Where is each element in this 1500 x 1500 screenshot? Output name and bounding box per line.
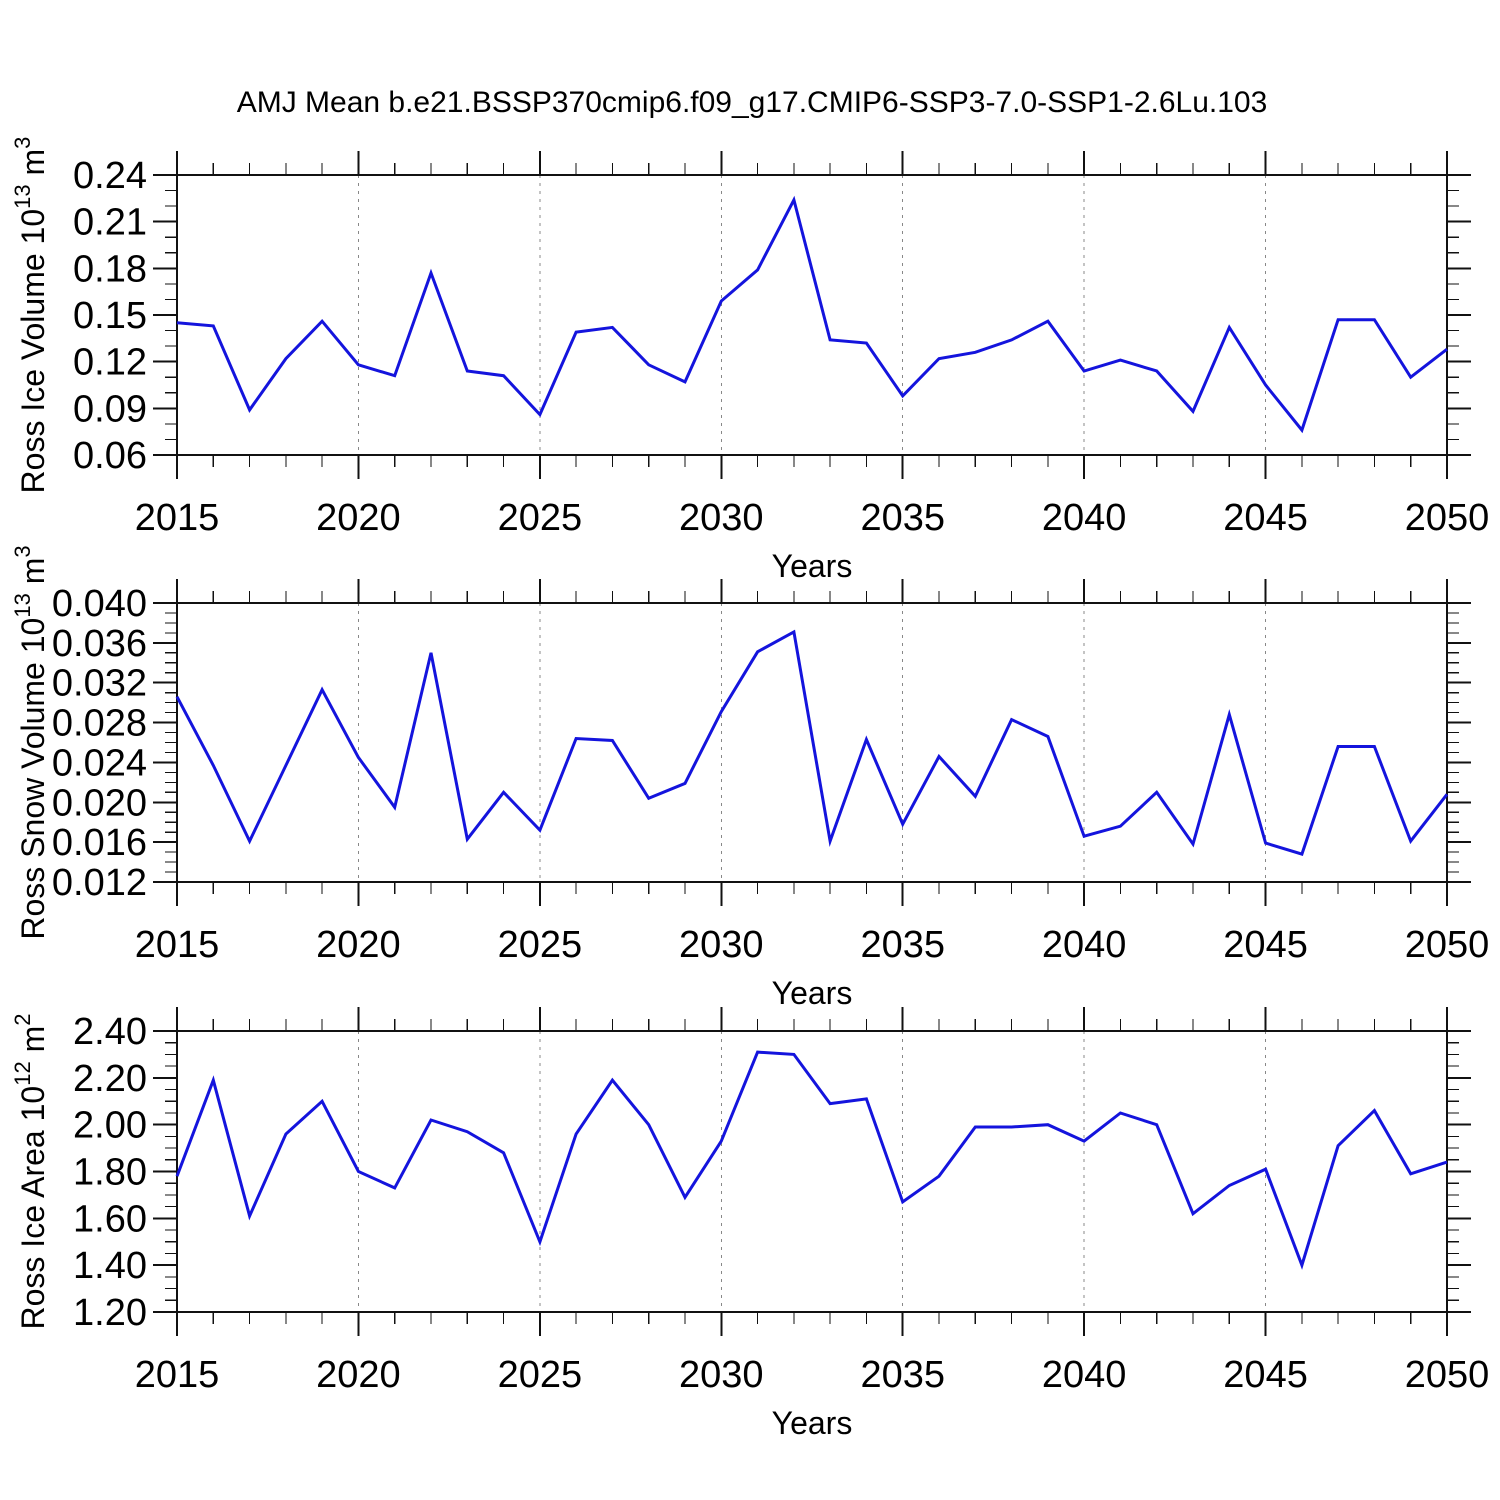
y-tick-label: 0.15 <box>73 295 147 337</box>
plot-frame-ross-snow-volume <box>176 602 1448 883</box>
x-axis-title-ross-ice-area: Years <box>772 1405 853 1441</box>
x-tick-label: 2035 <box>860 1354 945 1396</box>
plot-frame-ross-ice-area <box>176 1030 1448 1313</box>
ross-ice-volume-line <box>176 195 1448 434</box>
y-axis-title-ross-ice-volume: Ross Ice Volume 1013 m3 <box>10 137 51 494</box>
x-tick-label: 2025 <box>498 497 583 539</box>
subplot-ross-ice-area: 2015 2020 2025 2030 2035 2040 2045 2050 1.20 1.40… <box>10 1007 1489 1441</box>
ticks-ross-ice-volume <box>153 151 1471 479</box>
y-tick-label: 0.024 <box>52 742 147 784</box>
x-tick-label: 2015 <box>135 1354 220 1396</box>
x-tick-label: 2025 <box>498 1354 583 1396</box>
x-axis-title-ross-ice-volume: Years <box>772 548 853 584</box>
y-tick-label: 2.00 <box>73 1105 147 1147</box>
tick-labels-ross-ice-area: 2015 2020 2025 2030 2035 2040 2045 2050 1.20 1.40… <box>73 1011 1489 1396</box>
x-tick-label: 2030 <box>679 924 764 966</box>
gridlines-ross-ice-area <box>357 1031 1267 1312</box>
y-tick-label: 1.80 <box>73 1152 147 1194</box>
tick-labels-ross-ice-volume: 2015 2020 2025 2030 2035 2040 2045 2050 0.06 0.09… <box>73 155 1489 539</box>
x-tick-label: 2040 <box>1042 497 1127 539</box>
y-tick-label: 0.040 <box>52 583 147 625</box>
y-tick-label: 0.036 <box>52 623 147 665</box>
x-tick-label: 2030 <box>679 497 764 539</box>
x-tick-label: 2050 <box>1405 1354 1490 1396</box>
subplot-ross-snow-volume: 2015 2020 2025 2030 2035 2040 2045 20500.0120.0… <box>10 545 1489 1011</box>
x-tick-label: 2045 <box>1223 497 1308 539</box>
x-tick-label: 2020 <box>316 1354 401 1396</box>
x-tick-label: 2020 <box>316 497 401 539</box>
y-tick-label: 0.09 <box>73 388 147 430</box>
y-tick-label: 0.12 <box>73 342 147 384</box>
figure-title: AMJ Mean b.e21.BSSP370cmip6.f09_g17.CMIP… <box>237 86 1268 119</box>
y-tick-label: 0.016 <box>52 822 147 864</box>
x-tick-label: 2035 <box>860 924 945 966</box>
x-tick-label: 2035 <box>860 497 945 539</box>
x-axis-title-ross-snow-volume: Years <box>772 975 853 1011</box>
x-tick-label: 2050 <box>1405 497 1490 539</box>
y-tick-label: 1.60 <box>73 1198 147 1240</box>
ticks-ross-snow-volume <box>153 579 1471 906</box>
x-tick-label: 2030 <box>679 1354 764 1396</box>
subplot-ross-ice-volume: 2015 2020 2025 2030 2035 2040 2045 2050 0.06 0.09… <box>10 137 1489 584</box>
x-tick-label: 2040 <box>1042 924 1127 966</box>
y-tick-label: 0.012 <box>52 862 147 904</box>
ross-ice-area-line <box>175 1050 1448 1270</box>
y-tick-label: 0.18 <box>73 248 147 290</box>
y-tick-label: 2.20 <box>73 1058 147 1100</box>
y-axis-title-ross-ice-area: Ross Ice Area 1012 m2 <box>10 1014 51 1330</box>
y-tick-label: 0.020 <box>52 782 147 824</box>
y-tick-label: 2.40 <box>73 1011 147 1053</box>
gridlines-ross-ice-volume <box>357 175 1267 455</box>
x-tick-label: 2045 <box>1223 924 1308 966</box>
x-tick-label: 2050 <box>1405 924 1490 966</box>
ross-snow-volume-line <box>175 629 1449 856</box>
y-tick-label: 0.028 <box>52 703 147 745</box>
tick-labels-ross-snow-volume: 2015 2020 2025 2030 2035 2040 2045 20500.0120.0… <box>52 583 1489 966</box>
x-tick-label: 2040 <box>1042 1354 1127 1396</box>
ticks-ross-ice-area <box>153 1007 1471 1336</box>
subplots-group: 2015 2020 2025 2030 2035 2040 2045 2050 0.06 0.09… <box>10 137 1489 1441</box>
y-tick-label: 1.40 <box>73 1245 147 1287</box>
y-tick-label: 0.21 <box>73 202 147 244</box>
plot-frame-ross-ice-volume <box>176 174 1448 456</box>
x-tick-label: 2015 <box>135 497 220 539</box>
x-tick-label: 2020 <box>316 924 401 966</box>
y-tick-label: 1.20 <box>73 1292 147 1334</box>
y-tick-label: 0.24 <box>73 155 147 197</box>
y-tick-label: 0.06 <box>73 435 147 477</box>
x-tick-label: 2025 <box>498 924 583 966</box>
x-tick-label: 2015 <box>135 924 220 966</box>
x-tick-label: 2045 <box>1223 1354 1308 1396</box>
y-tick-label: 0.032 <box>52 663 147 705</box>
y-axis-title-ross-snow-volume: Ross Snow Volume 1013 m3 <box>10 545 51 939</box>
